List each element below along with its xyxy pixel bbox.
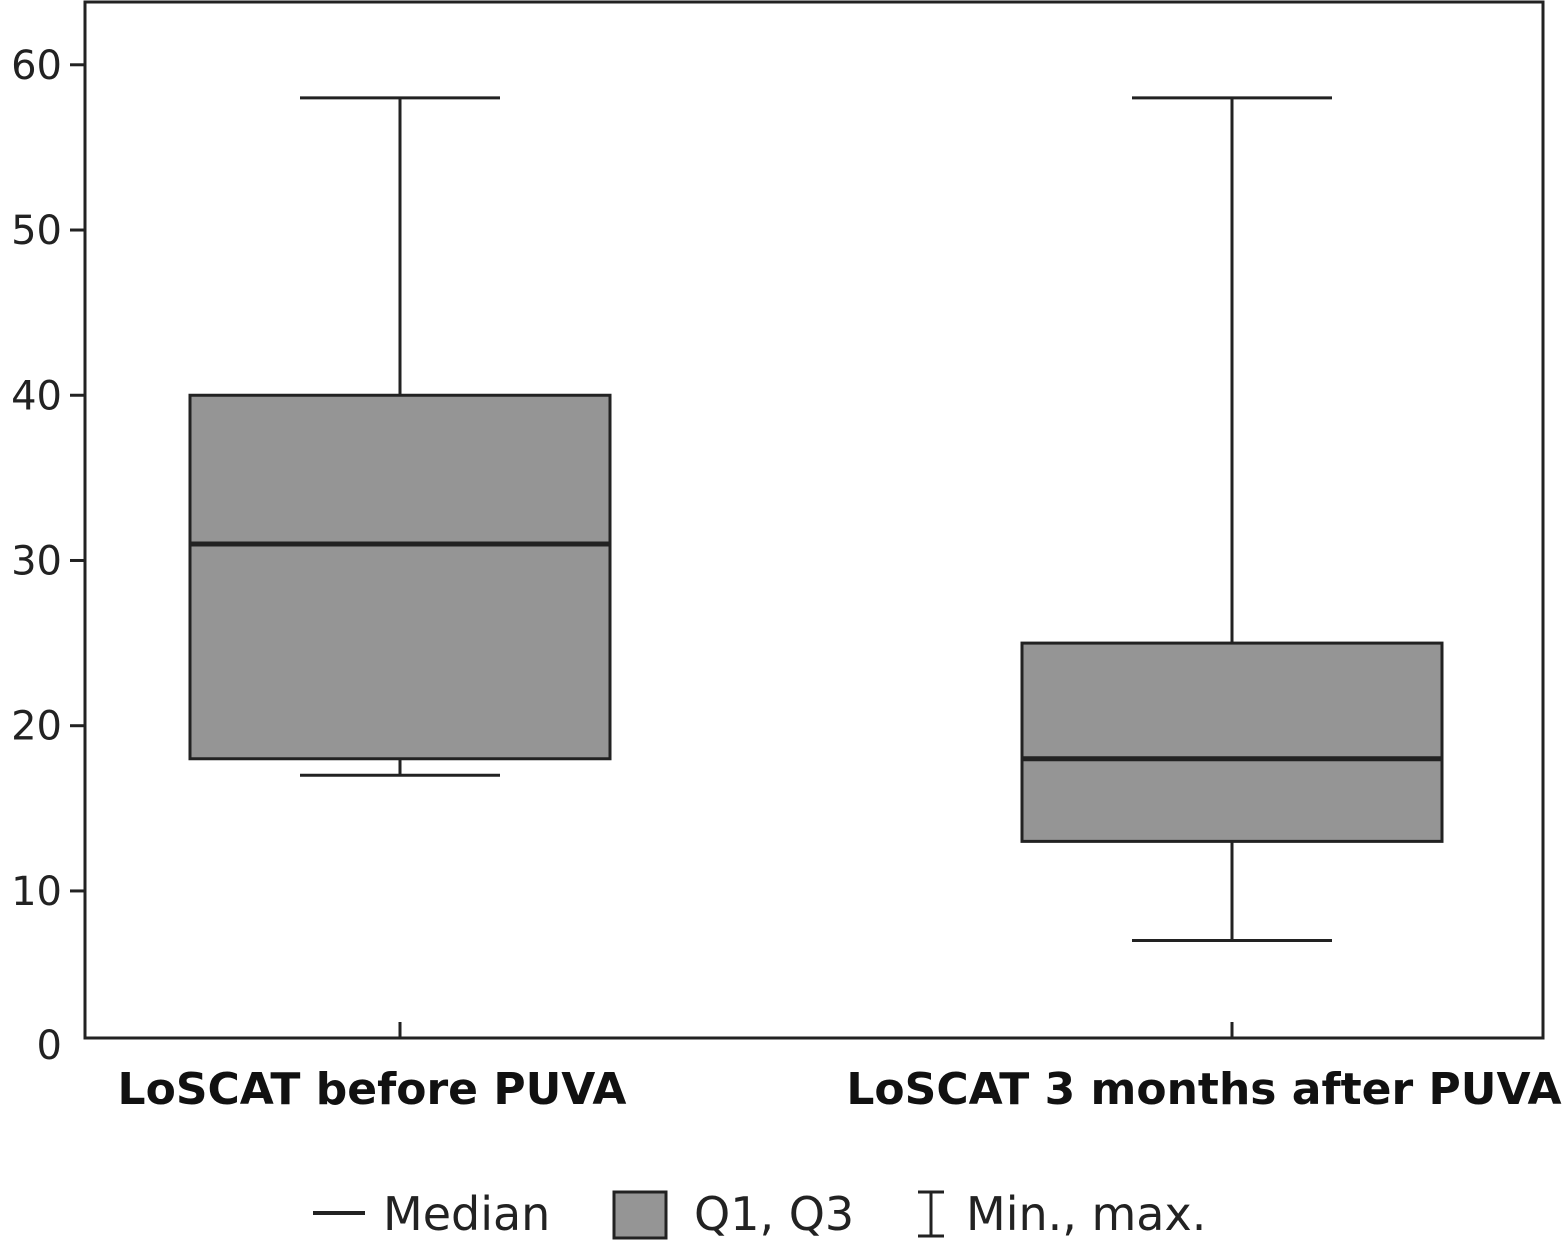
legend-minmax-label: Min., max.: [966, 1187, 1206, 1240]
y-tick-label: 50: [11, 208, 62, 254]
legend-minmax-swatch: [918, 1190, 944, 1238]
legend-q-label: Q1, Q3: [694, 1187, 854, 1240]
box-1: [188, 96, 612, 777]
y-tick-label: 40: [11, 373, 62, 419]
boxes: [188, 96, 1444, 943]
iqr-box: [1020, 641, 1444, 843]
y-tick-label: 60: [11, 43, 62, 89]
box-2: [1020, 96, 1444, 943]
y-tick-label: 30: [11, 538, 62, 584]
iqr-box: [188, 393, 612, 761]
legend-q-swatch: [612, 1190, 668, 1240]
plot-frame: [83, 0, 1545, 1040]
y-tick-label: 20: [11, 704, 62, 750]
y-tick-label: 0: [37, 1023, 62, 1069]
legend-median-label: Median: [383, 1187, 550, 1240]
x-category-label: LoSCAT before PUVA: [118, 1064, 627, 1115]
y-tick-label: 10: [11, 869, 62, 915]
legend: Median Q1, Q3 Min., max.: [313, 1187, 1206, 1240]
x-category-label: LoSCAT 3 months after PUVA: [846, 1064, 1561, 1115]
x-axis: LoSCAT before PUVA LoSCAT 3 months after …: [118, 1022, 1562, 1115]
y-axis: 0 10 20 30 40 50 60: [11, 43, 85, 1069]
